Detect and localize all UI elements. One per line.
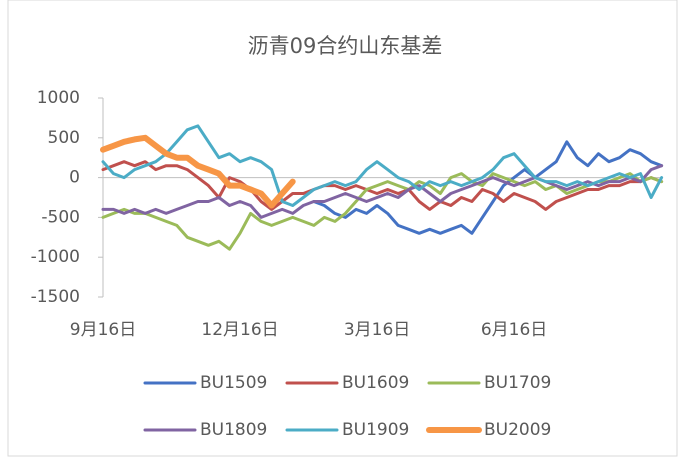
y-tick-label: -500 bbox=[41, 207, 80, 227]
series-line bbox=[101, 124, 664, 207]
y-tick-label: 1000 bbox=[37, 88, 80, 108]
legend-label: BU2009 bbox=[484, 420, 551, 440]
series-line bbox=[312, 140, 664, 235]
chart-frame bbox=[7, 0, 678, 457]
chart-title: 沥青09合约山东基差 bbox=[248, 34, 443, 58]
legend-label: BU1909 bbox=[342, 420, 409, 440]
series-line bbox=[101, 164, 664, 219]
series-line bbox=[101, 172, 664, 251]
x-tick-label: 3月16日 bbox=[344, 320, 410, 340]
x-tick-label: 9月16日 bbox=[70, 320, 136, 340]
y-tick-label: 500 bbox=[48, 128, 80, 148]
x-tick-label: 12月16日 bbox=[201, 320, 278, 340]
legend-label: BU1609 bbox=[342, 373, 409, 393]
y-tick-label: 0 bbox=[69, 168, 80, 188]
legend-label: BU1709 bbox=[484, 373, 551, 393]
series-line bbox=[101, 160, 664, 211]
legend-label: BU1509 bbox=[200, 373, 267, 393]
series-line bbox=[100, 134, 296, 209]
y-tick-label: -1500 bbox=[31, 287, 80, 307]
y-tick-label: -1000 bbox=[31, 247, 80, 267]
legend-label: BU1809 bbox=[200, 420, 267, 440]
x-tick-label: 6月16日 bbox=[481, 320, 547, 340]
